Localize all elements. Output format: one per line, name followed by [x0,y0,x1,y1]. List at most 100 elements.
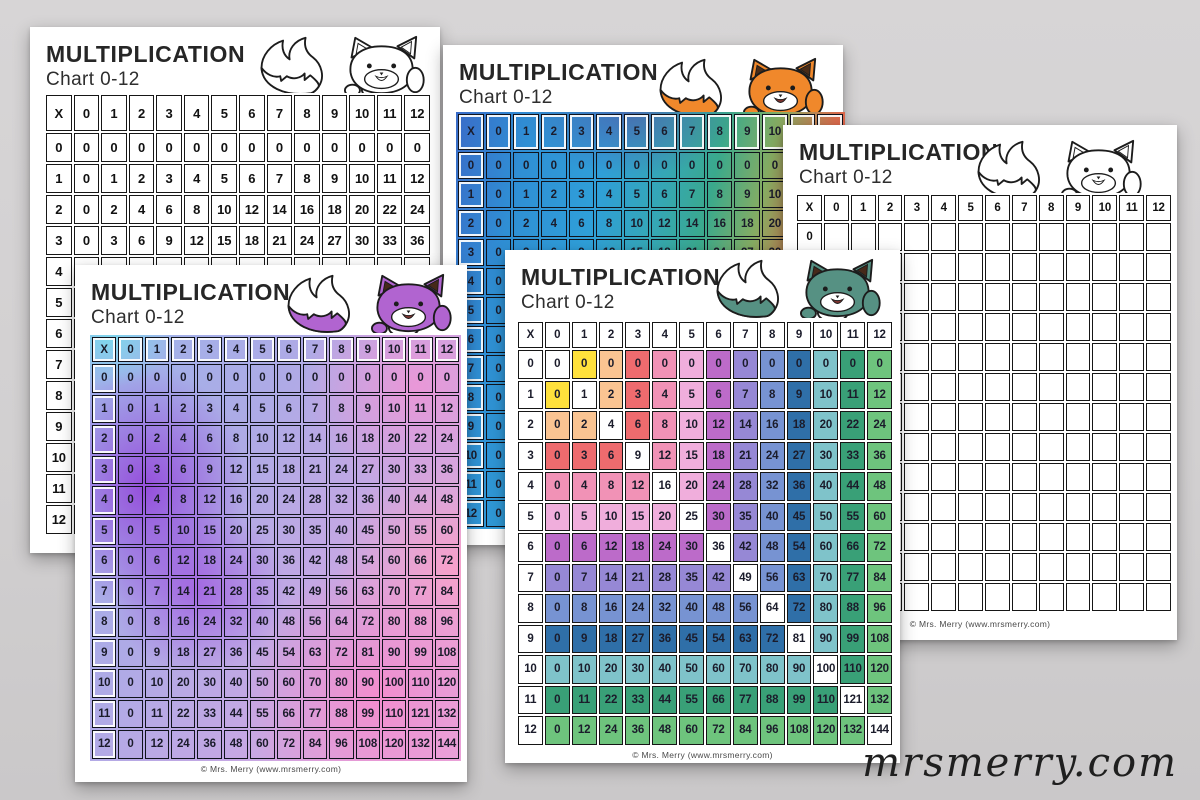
table-header-cell: 10 [1092,195,1118,221]
table-cell: 42 [732,533,758,562]
table-cell: 21 [266,226,293,255]
table-cell: 30 [250,547,275,576]
table-cell: 56 [732,594,758,623]
table-cell: 48 [329,547,354,576]
table-cell: 40 [250,608,275,637]
table-header-cell: 12 [434,337,459,362]
fox-illustration [659,57,824,122]
table-cell: 21 [302,455,328,484]
table-cell: 14 [171,577,196,606]
fox-icon [653,57,833,122]
table-cell: 35 [250,577,275,606]
table-cell: 64 [329,608,354,637]
table-header-cell: 0 [518,350,543,379]
table-cell [1011,433,1037,461]
table-cell: 72 [434,547,459,576]
table-header-cell: 2 [540,114,567,150]
table-cell: 70 [813,563,839,592]
table-cell: 30 [813,441,839,470]
table-cell: 6 [197,425,222,454]
table-cell: 30 [706,502,731,531]
table-cell [904,553,930,581]
table-cell: 0 [118,364,143,393]
table-cell: 8 [598,472,624,501]
table-cell: 84 [434,577,459,606]
table-cell: 42 [302,547,328,576]
table-cell [1011,253,1037,281]
table-header-cell: 5 [92,516,117,545]
table-cell [931,463,957,491]
table-cell: 30 [349,226,375,255]
table-cell: 4 [223,394,249,423]
table-cell [1119,523,1145,551]
table-cell [1038,313,1064,341]
table-cell: 144 [434,730,459,759]
table-cell: 27 [321,226,348,255]
table-cell [985,493,1010,521]
table-header-cell: 11 [408,337,433,362]
table-header-cell: 8 [294,95,320,131]
table-cell: 45 [786,502,812,531]
page-title: MULTIPLICATION [459,59,659,85]
table-cell: 90 [786,655,812,684]
table-header-cell: 4 [46,257,72,286]
table-header-cell: 11 [376,95,403,131]
table-cell: 90 [355,669,380,698]
table-cell: 0 [596,152,622,179]
table-cell: 0 [118,699,143,728]
table-cell: 6 [625,411,651,440]
fox-illustration [977,139,1142,204]
table-cell: 30 [381,455,407,484]
table-header-cell: 1 [46,164,72,193]
table-header-cell: 5 [679,322,704,348]
table-cell [1092,403,1118,431]
table-cell: 2 [513,210,539,237]
table-header-cell: 6 [985,195,1010,221]
table-cell: 0 [211,133,237,162]
table-cell: 60 [679,716,704,745]
table-header-cell: 11 [1119,195,1145,221]
table-cell: 5 [571,502,597,531]
table-cell: 8 [596,210,622,237]
table-cell: 10 [571,655,597,684]
table-header-cell: 7 [302,337,328,362]
table-cell: 0 [544,624,570,653]
table-cell: 14 [302,425,328,454]
table-cell [931,433,957,461]
fox-icon [281,273,461,338]
table-cell: 0 [128,133,155,162]
table-cell: 80 [759,655,785,684]
table-header-cell: 5 [250,337,275,362]
table-cell: 5 [250,394,275,423]
table-cell [877,223,903,251]
table-cell: 7 [302,394,328,423]
table-cell [1119,403,1145,431]
table-cell: 132 [408,730,433,759]
table-cell: 20 [171,669,196,698]
table-cell: 18 [238,226,265,255]
table-cell [904,583,930,611]
table-header-cell: 4 [92,486,117,515]
table-cell [931,403,957,431]
table-cell: 60 [381,547,407,576]
table-cell [1119,283,1145,311]
table-cell: 28 [732,472,758,501]
table-cell: 36 [867,441,892,470]
table-cell: 3 [625,380,651,409]
table-cell: 24 [329,455,354,484]
table-header-cell: 9 [786,322,812,348]
table-cell [1119,313,1145,341]
table-cell: 80 [813,594,839,623]
table-cell: 12 [171,547,196,576]
table-header-cell: 11 [840,322,866,348]
table-cell: 81 [786,624,812,653]
table-cell: 0 [544,594,570,623]
table-cell: 66 [276,699,301,728]
table-header-cell: 4 [223,337,249,362]
table-header-cell: 0 [797,223,822,251]
table-cell: 63 [732,624,758,653]
table-cell: 25 [250,516,275,545]
table-cell [1038,283,1064,311]
table-header-cell: 7 [732,322,758,348]
